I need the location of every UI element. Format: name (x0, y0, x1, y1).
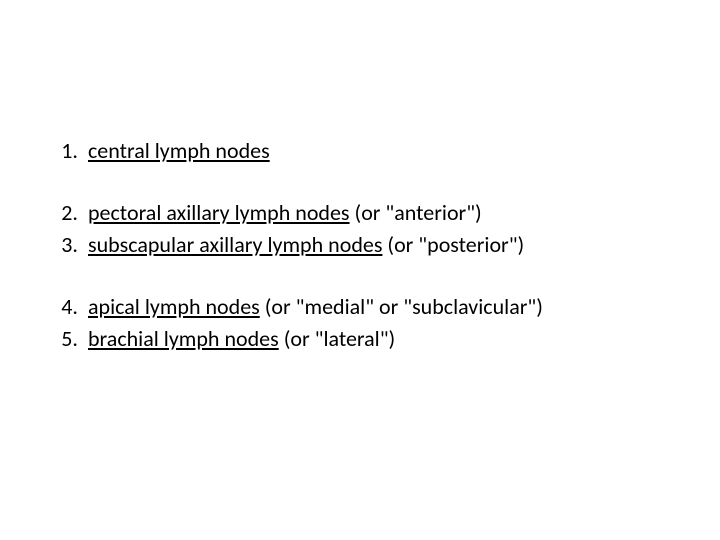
list-item: 5. brachial lymph nodes (or "lateral") (40, 323, 680, 355)
item-number: 4. (48, 291, 78, 323)
item-link[interactable]: brachial lymph nodes (88, 325, 279, 352)
item-link[interactable]: central lymph nodes (88, 137, 270, 164)
item-suffix: (or "lateral") (279, 325, 395, 352)
item-link[interactable]: subscapular axillary lymph nodes (88, 231, 382, 258)
item-suffix: (or "posterior") (382, 231, 524, 258)
numbered-list: 1. central lymph nodes 2. pectoral axill… (40, 135, 680, 354)
item-number: 3. (48, 229, 78, 261)
item-link[interactable]: pectoral axillary lymph nodes (88, 199, 350, 226)
item-suffix: (or "anterior") (350, 199, 482, 226)
item-number: 5. (48, 323, 78, 355)
group-gap (40, 261, 680, 291)
list-item: 4. apical lymph nodes (or "medial" or "s… (40, 291, 680, 323)
list-item: 2. pectoral axillary lymph nodes (or "an… (40, 197, 680, 229)
list-item: 1. central lymph nodes (40, 135, 680, 167)
item-number: 2. (48, 197, 78, 229)
list-item: 3. subscapular axillary lymph nodes (or … (40, 229, 680, 261)
item-suffix: (or "medial" or "subclavicular") (260, 293, 543, 320)
item-link[interactable]: apical lymph nodes (88, 293, 260, 320)
item-number: 1. (48, 135, 78, 167)
group-gap (40, 167, 680, 197)
